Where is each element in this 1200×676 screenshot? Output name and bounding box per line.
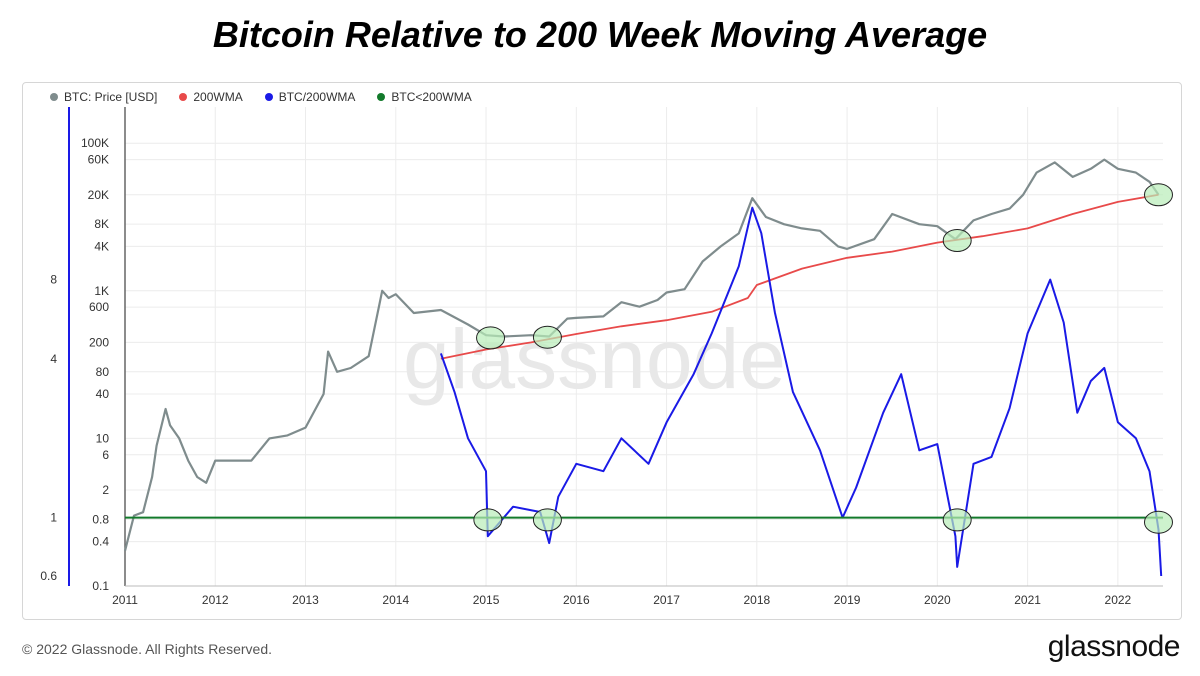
x-tick-label: 2014 [382, 593, 409, 607]
legend-dot-icon [377, 93, 386, 101]
highlight-circle [1143, 510, 1173, 534]
legend-item[interactable]: 200WMA [179, 90, 243, 104]
price-tick-label: 600 [89, 300, 109, 314]
price-tick-label: 20K [88, 188, 109, 202]
brand-logo: glassnode [1047, 630, 1181, 663]
price-tick-label: 6 [102, 448, 109, 462]
x-tick-label: 2019 [834, 593, 861, 607]
price-tick-label: 4K [94, 239, 109, 253]
price-tick-label: 0.1 [92, 579, 109, 593]
x-tick-label: 2018 [743, 593, 770, 607]
series-btc-price-usd- [123, 158, 1160, 552]
price-tick-label: 8K [94, 217, 109, 231]
x-tick-label: 2021 [1014, 593, 1041, 607]
copyright-notice: © 2022 Glassnode. All Rights Reserved. [22, 641, 273, 657]
legend-label: BTC/200WMA [278, 90, 356, 104]
legend-dot-icon [50, 93, 58, 101]
legend-dot-icon [179, 93, 188, 101]
price-tick-label: 0.8 [92, 512, 109, 526]
x-tick-label: 2017 [653, 593, 680, 607]
legend-item[interactable]: BTC: Price [USD] [50, 90, 157, 104]
highlight-layer [473, 183, 1173, 534]
series-layer [123, 158, 1163, 577]
price-tick-label: 40 [96, 387, 110, 401]
grid [124, 107, 1163, 587]
axes: 0.1 0.4 0.8 2 6 10 40 80 200 600 1K 4K 8K 20K 60K 100K 0… [40, 107, 1163, 607]
x-tick-label: 2016 [563, 593, 590, 607]
x-tick-label: 2022 [1105, 593, 1132, 607]
x-tick-label: 2012 [202, 593, 229, 607]
price-tick-label: 60K [88, 153, 109, 167]
chart: glassnode 0.1 0.4 0.8 2 6 10 40 80 200 600 1K 4K 8K 2… [40, 107, 1173, 607]
price-tick-label: 80 [96, 365, 110, 379]
legend-label: BTC<200WMA [391, 90, 472, 104]
legend-item[interactable]: BTC<200WMA [377, 90, 472, 104]
x-tick-label: 2013 [292, 593, 319, 607]
highlight-circle [942, 229, 972, 253]
chart-legend: BTC: Price [USD] 200WMA BTC/200WMA BTC<200W… [50, 90, 472, 104]
price-tick-label: 10 [96, 431, 110, 445]
chart-panel: glassnode 0.1 0.4 0.8 2 6 10 40 80 200 600 1K 4K 8K 2… [22, 82, 1182, 620]
ratio-tick-label: 8 [50, 273, 57, 287]
price-tick-label: 200 [89, 335, 109, 349]
highlight-circle [942, 508, 972, 532]
highlight-circle [532, 508, 562, 532]
highlight-circle [476, 326, 506, 350]
page-title: Bitcoin Relative to 200 Week Moving Aver… [212, 14, 988, 55]
ratio-tick-label: 0.6 [40, 569, 57, 583]
series-btc-200wma [439, 206, 1163, 577]
price-tick-label: 2 [102, 483, 109, 497]
series-200wma [440, 193, 1159, 360]
price-tick-label: 1K [94, 284, 109, 298]
x-tick-label: 2020 [924, 593, 951, 607]
x-tick-label: 2011 [112, 593, 138, 607]
legend-item[interactable]: BTC/200WMA [264, 90, 356, 104]
legend-dot-icon [264, 93, 273, 101]
highlight-circle [1143, 183, 1173, 207]
legend-label: BTC: Price [USD] [64, 90, 158, 104]
highlight-circle [473, 508, 503, 532]
ratio-tick-label: 4 [50, 352, 57, 366]
price-tick-label: 100K [81, 136, 109, 150]
price-tick-label: 0.4 [92, 535, 109, 549]
ratio-tick-label: 1 [50, 511, 57, 525]
x-tick-label: 2015 [473, 593, 500, 607]
watermark: glassnode [403, 312, 786, 406]
highlight-circle [532, 325, 562, 349]
legend-label: 200WMA [193, 90, 243, 104]
